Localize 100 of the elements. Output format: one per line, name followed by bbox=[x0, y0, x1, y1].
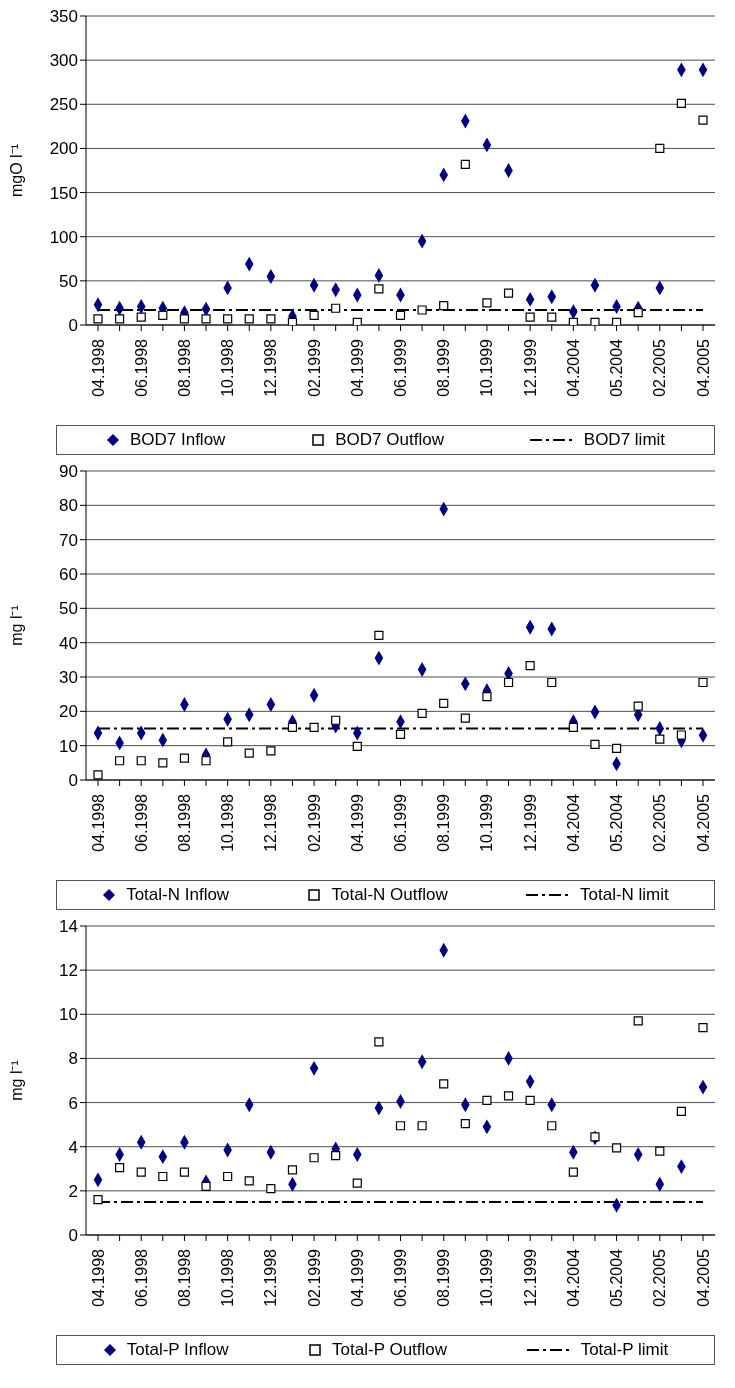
point bbox=[460, 1118, 470, 1129]
x-tick-label: 10.1998 bbox=[219, 1248, 237, 1307]
point bbox=[223, 737, 233, 747]
x-tick-label: 05.2004 bbox=[608, 338, 626, 397]
point bbox=[158, 758, 168, 768]
point bbox=[93, 1195, 103, 1205]
point bbox=[266, 1184, 276, 1194]
x-tick-label: 06.1999 bbox=[392, 338, 409, 397]
point bbox=[547, 1121, 557, 1131]
x-tick-label: 04.2004 bbox=[564, 793, 582, 852]
legend-label: BOD7 Inflow bbox=[129, 430, 226, 450]
point bbox=[698, 115, 708, 125]
y-tick-label: 150 bbox=[49, 183, 78, 203]
point bbox=[611, 743, 622, 754]
point bbox=[417, 1121, 427, 1131]
point bbox=[395, 1121, 406, 1131]
point bbox=[287, 317, 298, 325]
point bbox=[93, 314, 103, 324]
point bbox=[655, 143, 665, 154]
x-tick-label: 05.2004 bbox=[608, 793, 626, 852]
point bbox=[287, 1165, 298, 1175]
point bbox=[136, 756, 146, 766]
y-tick-label: 10 bbox=[59, 1005, 78, 1025]
x-tick-label: 04.1999 bbox=[348, 1248, 366, 1307]
point bbox=[417, 708, 427, 718]
point bbox=[503, 1091, 514, 1101]
y-tick-label: 70 bbox=[59, 530, 78, 550]
point bbox=[611, 317, 622, 325]
y-tick-label: 14 bbox=[59, 917, 78, 937]
x-tick-label: 06.1999 bbox=[392, 793, 409, 852]
point bbox=[179, 753, 190, 763]
x-tick-label: 08.1998 bbox=[175, 1248, 193, 1307]
point bbox=[309, 1153, 319, 1163]
point bbox=[395, 729, 406, 739]
x-tick-label: 02.2005 bbox=[651, 793, 669, 852]
y-tick-label: 8 bbox=[68, 1049, 78, 1069]
x-tick-label: 12.1999 bbox=[521, 338, 539, 397]
point bbox=[698, 1022, 708, 1033]
point bbox=[201, 314, 211, 324]
y-axis-title: mg l⁻¹ bbox=[7, 605, 25, 646]
point bbox=[244, 1176, 254, 1186]
y-tick-label: 10 bbox=[59, 736, 78, 756]
y-tick-label: 200 bbox=[49, 139, 78, 159]
legend-label: Total-P limit bbox=[580, 1340, 669, 1360]
point bbox=[374, 1037, 384, 1047]
legend-label: BOD7 Outflow bbox=[335, 430, 444, 450]
y-tick-label: 2 bbox=[68, 1181, 78, 1201]
x-tick-label: 06.1998 bbox=[132, 1248, 150, 1307]
y-tick-label: 20 bbox=[59, 702, 78, 722]
point bbox=[266, 746, 276, 756]
point bbox=[136, 312, 146, 322]
point bbox=[93, 770, 103, 780]
legend-label: BOD7 limit bbox=[583, 430, 666, 450]
point bbox=[115, 1163, 125, 1173]
point bbox=[547, 312, 557, 322]
x-tick-label: 04.1998 bbox=[89, 793, 107, 852]
point bbox=[676, 730, 686, 740]
x-tick-label: 08.1999 bbox=[435, 793, 453, 852]
x-tick-label: 02.1999 bbox=[305, 793, 323, 852]
x-tick-label: 10.1999 bbox=[478, 1248, 496, 1307]
x-tick-label: 04.1998 bbox=[89, 338, 107, 397]
point bbox=[482, 691, 492, 702]
point bbox=[115, 756, 125, 766]
point bbox=[331, 303, 341, 313]
point bbox=[482, 298, 492, 308]
point bbox=[482, 1095, 492, 1105]
x-tick-label: 10.1998 bbox=[219, 338, 237, 397]
x-tick-label: 12.1999 bbox=[521, 1248, 539, 1307]
point bbox=[503, 677, 514, 688]
y-tick-label: 50 bbox=[59, 599, 78, 619]
point bbox=[590, 1132, 600, 1142]
point bbox=[352, 741, 362, 751]
point bbox=[244, 748, 254, 758]
point bbox=[655, 1146, 665, 1156]
x-tick-label: 08.1999 bbox=[435, 338, 453, 397]
y-tick-label: 250 bbox=[49, 95, 78, 115]
x-tick-label: 04.2005 bbox=[694, 793, 712, 852]
legend-label: Total-N Outflow bbox=[331, 885, 448, 905]
point bbox=[352, 317, 362, 325]
point bbox=[633, 1016, 643, 1026]
x-tick-label: 04.1999 bbox=[348, 338, 366, 397]
point bbox=[525, 661, 535, 671]
x-tick-label: 10.1998 bbox=[219, 793, 237, 852]
x-tick-label: 04.2004 bbox=[564, 338, 582, 397]
y-tick-label: 12 bbox=[59, 961, 78, 981]
x-tick-label: 12.1999 bbox=[521, 793, 539, 852]
x-tick-label: 05.2004 bbox=[608, 1248, 626, 1307]
y-tick-label: 30 bbox=[59, 668, 78, 688]
x-tick-label: 04.2005 bbox=[694, 1248, 712, 1307]
point bbox=[525, 312, 535, 322]
y-tick-label: 0 bbox=[68, 771, 78, 791]
point bbox=[201, 756, 211, 766]
x-tick-label: 06.1999 bbox=[392, 1248, 409, 1307]
y-tick-label: 90 bbox=[59, 462, 78, 482]
point bbox=[417, 305, 427, 315]
y-tick-label: 80 bbox=[59, 496, 78, 516]
x-tick-label: 08.1998 bbox=[175, 338, 193, 397]
legend-label: Total-N Inflow bbox=[126, 885, 230, 905]
x-tick-label: 02.1999 bbox=[305, 338, 323, 397]
x-tick-label: 04.1999 bbox=[348, 793, 366, 852]
